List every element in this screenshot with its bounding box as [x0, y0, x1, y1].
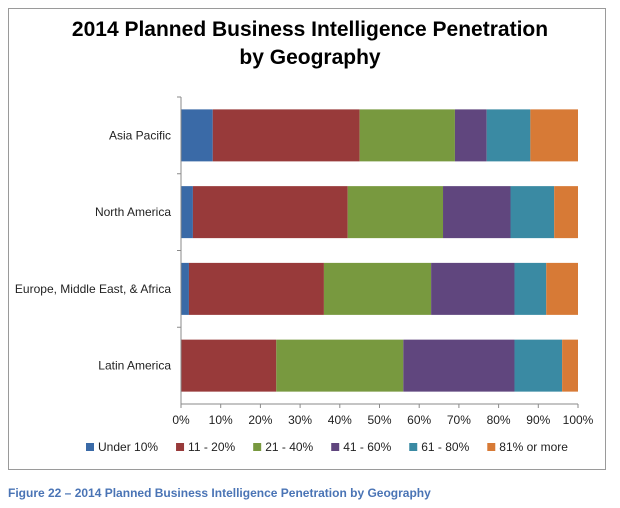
bar-north-america-41-60 [443, 186, 511, 239]
chart-title-line-1: 2014 Planned Business Intelligence Penet… [71, 18, 549, 41]
chart-frame [8, 8, 606, 470]
bar-latin-america-11-20 [181, 339, 277, 392]
legend-label-under-10: Under 10% [98, 440, 158, 454]
legend-swatch-61-80 [409, 443, 418, 451]
bar-latin-america-21-40 [276, 339, 404, 392]
x-tick-label-7: 70% [447, 413, 471, 427]
bar-north-america-61-80 [510, 186, 555, 239]
bar-north-america-under-10 [181, 186, 193, 239]
bar-europe-middle-east-africa-41-60 [431, 262, 515, 315]
category-label-latin-america: Latin America [98, 359, 171, 373]
bar-europe-middle-east-africa-11-20 [188, 262, 324, 315]
x-tick-label-9: 90% [526, 413, 550, 427]
x-tick-label-6: 60% [407, 413, 431, 427]
bar-asia-pacific-11-20 [212, 109, 360, 162]
legend-swatch-81-or-more [487, 443, 496, 451]
chart-title-line-2: by Geography [239, 46, 381, 69]
legend-swatch-11-20 [176, 443, 185, 451]
category-label-north-america: North America [95, 205, 171, 219]
legend-swatch-21-40 [253, 443, 262, 451]
bar-latin-america-41-60 [403, 339, 515, 392]
legend-label-61-80: 61 - 80% [421, 440, 469, 454]
bar-asia-pacific-21-40 [359, 109, 455, 162]
x-tick-label-2: 20% [248, 413, 272, 427]
bar-latin-america-61-80 [514, 339, 563, 392]
legend-swatch-41-60 [331, 443, 340, 451]
bar-europe-middle-east-africa-under-10 [181, 262, 189, 315]
bar-latin-america-81-or-more [562, 339, 578, 392]
chart-title: 2014 Planned Business Intelligence Penet… [0, 16, 620, 72]
x-tick-label-5: 50% [367, 413, 391, 427]
x-tick-label-0: 0% [172, 413, 190, 427]
category-label-europe-middle-east-africa: Europe, Middle East, & Africa [15, 282, 171, 296]
legend-label-81-or-more: 81% or more [499, 440, 568, 454]
bar-asia-pacific-under-10 [181, 109, 213, 162]
bar-north-america-11-20 [192, 186, 348, 239]
category-label-asia-pacific: Asia Pacific [109, 128, 171, 142]
legend-label-11-20: 11 - 20% [188, 440, 235, 454]
bar-north-america-81-or-more [554, 186, 578, 239]
bar-asia-pacific-81-or-more [530, 109, 578, 162]
x-tick-label-3: 30% [288, 413, 312, 427]
legend-label-21-40: 21 - 40% [265, 440, 313, 454]
x-tick-label-10: 100% [563, 413, 594, 427]
bar-europe-middle-east-africa-81-or-more [546, 262, 578, 315]
bar-europe-middle-east-africa-21-40 [323, 262, 432, 315]
bar-north-america-21-40 [347, 186, 444, 239]
x-tick-label-8: 80% [487, 413, 511, 427]
figure-caption: Figure 22 – 2014 Planned Business Intell… [8, 486, 431, 500]
legend-label-41-60: 41 - 60% [343, 440, 391, 454]
bar-asia-pacific-61-80 [486, 109, 531, 162]
legend-swatch-under-10 [86, 443, 94, 451]
x-tick-label-4: 40% [328, 413, 352, 427]
bar-europe-middle-east-africa-61-80 [514, 262, 547, 315]
bar-asia-pacific-41-60 [454, 109, 487, 162]
x-tick-label-1: 10% [209, 413, 233, 427]
